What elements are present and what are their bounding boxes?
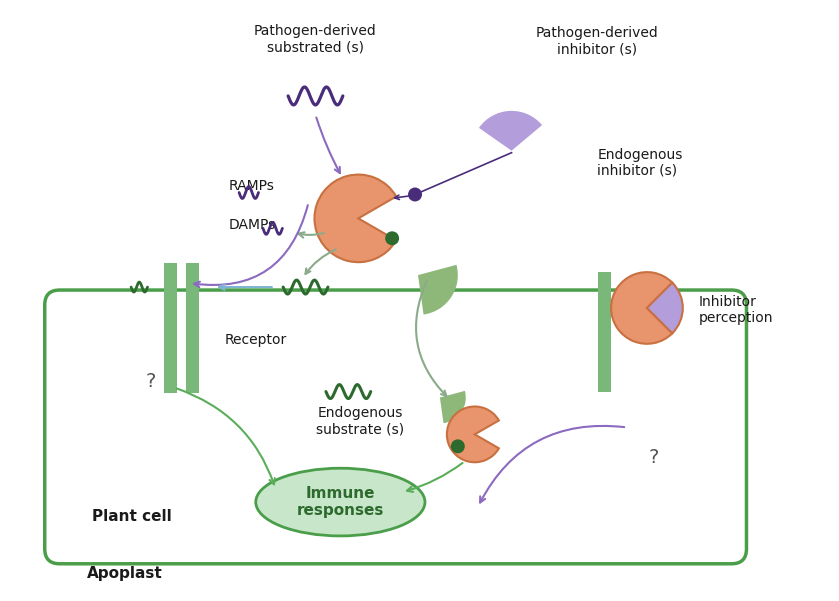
FancyArrowPatch shape (407, 463, 462, 492)
Text: Endogenous
inhibitor (s): Endogenous inhibitor (s) (597, 147, 683, 178)
Wedge shape (611, 272, 672, 344)
FancyArrowPatch shape (316, 118, 340, 173)
Wedge shape (479, 111, 542, 151)
Text: Inhibitor
perception: Inhibitor perception (699, 295, 774, 325)
Bar (164, 263, 177, 392)
Text: Immune
responses: Immune responses (297, 486, 384, 518)
Wedge shape (447, 406, 499, 462)
Circle shape (385, 231, 399, 245)
Bar (598, 272, 611, 392)
FancyArrowPatch shape (194, 205, 308, 287)
FancyArrowPatch shape (394, 195, 410, 200)
Wedge shape (440, 391, 466, 423)
Ellipse shape (256, 468, 425, 536)
Wedge shape (418, 265, 458, 314)
Circle shape (451, 439, 465, 453)
Text: Receptor: Receptor (225, 333, 287, 347)
Text: Plant cell: Plant cell (91, 510, 171, 525)
FancyArrowPatch shape (219, 284, 272, 290)
Text: RAMPs: RAMPs (229, 178, 274, 192)
FancyArrowPatch shape (480, 426, 624, 502)
Text: Endogenous
substrate (s): Endogenous substrate (s) (316, 406, 404, 436)
Wedge shape (647, 282, 683, 334)
Text: DAMPs: DAMPs (229, 218, 276, 233)
FancyArrowPatch shape (305, 249, 336, 274)
Text: Apoplast: Apoplast (86, 566, 162, 581)
FancyArrowPatch shape (177, 388, 275, 484)
Text: ?: ? (146, 372, 156, 391)
FancyBboxPatch shape (44, 290, 747, 564)
Text: Pathogen-derived
substrated (s): Pathogen-derived substrated (s) (254, 24, 377, 54)
FancyArrowPatch shape (416, 281, 446, 396)
Circle shape (408, 188, 422, 201)
Bar (186, 263, 199, 392)
Text: ?: ? (649, 448, 659, 467)
Text: Pathogen-derived
inhibitor (s): Pathogen-derived inhibitor (s) (536, 26, 659, 56)
FancyArrowPatch shape (299, 232, 324, 237)
Wedge shape (315, 174, 396, 262)
